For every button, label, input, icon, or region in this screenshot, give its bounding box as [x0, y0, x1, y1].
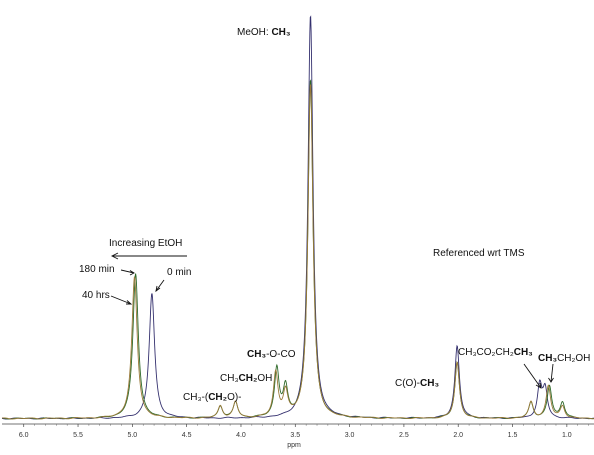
annotation-part: CH₃ [271, 27, 290, 38]
x-tick-label: 1.5 [508, 432, 518, 439]
spectrum-series-layer [1, 15, 594, 420]
arrow-0min [155, 279, 165, 292]
annotation-part: 0 min [167, 267, 191, 278]
annotation-part: C(O)- [395, 378, 420, 389]
annotation-h40: 40 hrs [82, 290, 110, 301]
annotation-part: CH₃-( [183, 392, 209, 403]
annotation-part: 180 min [79, 264, 115, 275]
x-tick-label: 4.5 [182, 432, 192, 439]
annotation-meoh: MeOH: CH₃ [237, 27, 291, 38]
annotation-m180: 180 min [79, 264, 115, 275]
x-tick-label: 5.0 [127, 432, 137, 439]
x-tick-label: 1.0 [562, 432, 572, 439]
annotation-part: 40 hrs [82, 290, 110, 301]
annotation-part: CH₃ [420, 378, 439, 389]
arrow-ch3co2-head [535, 382, 542, 389]
increasing-etoh-arrowhead [110, 252, 119, 260]
annotation-ch3ch2o: CH₃-(CH₂O)- [183, 392, 242, 403]
x-tick-label: 3.5 [290, 432, 300, 439]
x-tick-label: 5.5 [73, 432, 83, 439]
annotation-ch3oco: CH₃-O-CO [247, 349, 296, 360]
annotation-ref: Referenced wrt TMS [433, 248, 525, 259]
annotation-part: CH₂ [239, 373, 258, 384]
arrow-180min-head [129, 270, 135, 276]
annotation-ch3ch2oh-b: CH₃CH₂OH [538, 353, 590, 364]
annotation-part: CH₂OH [557, 353, 590, 364]
x-tick-label: 6.0 [19, 432, 29, 439]
annotation-coch3: C(O)-CH₃ [395, 378, 439, 389]
arrow-ch3co2 [523, 363, 542, 389]
annotation-part: CH₃CO₂CH₂ [458, 347, 514, 358]
annotation-part: CH₃ [247, 349, 266, 360]
annotation-part: MeOH: [237, 27, 271, 38]
x-tick-label: 3.0 [345, 432, 355, 439]
arrow-ch3ch2oh-head [548, 377, 554, 383]
x-tick-label: 4.0 [236, 432, 246, 439]
arrow-0min-head [155, 285, 161, 293]
annotation-ch3ch2oh-a: CH₃CH₂OH [220, 373, 272, 384]
x-axis-title: ppm [287, 442, 301, 449]
annotation-part: OH [257, 373, 272, 384]
annotation-arrows [110, 252, 554, 389]
x-tick-label: 2.5 [399, 432, 409, 439]
annotation-part: Increasing EtOH [109, 238, 182, 249]
annotation-part: -O-CO [266, 349, 296, 360]
annotation-part: CH₃ [220, 373, 239, 384]
annotation-part: Referenced wrt TMS [433, 248, 525, 259]
arrow-40hrs-head [126, 300, 133, 305]
annotation-m0: 0 min [167, 267, 191, 278]
annotation-increasing: Increasing EtOH [109, 238, 182, 249]
arrow-ch3ch2oh [550, 363, 554, 383]
annotation-part: CH₃ [538, 353, 557, 364]
arrow-180min [120, 269, 135, 274]
annotation-part: O)- [227, 392, 241, 403]
spectrum-series-2 [1, 83, 594, 420]
x-tick-label: 2.0 [453, 432, 463, 439]
arrow-40hrs [110, 295, 132, 305]
annotation-part: CH₂ [208, 392, 227, 403]
x-axis-ticks: 6.0 5.5 5.0 4.5 4.0 3.5 3.0 2.5 2.0 1.5 1.0 [19, 424, 589, 439]
annotation-ch3co2: CH₃CO₂CH₂CH₃ [458, 347, 533, 358]
annotation-layer: MeOH: CH₃ Increasing EtOH 180 min 0 min 40 h… [79, 27, 590, 403]
spectrum-series-0 [1, 15, 594, 420]
annotation-part: CH₃ [514, 347, 533, 358]
